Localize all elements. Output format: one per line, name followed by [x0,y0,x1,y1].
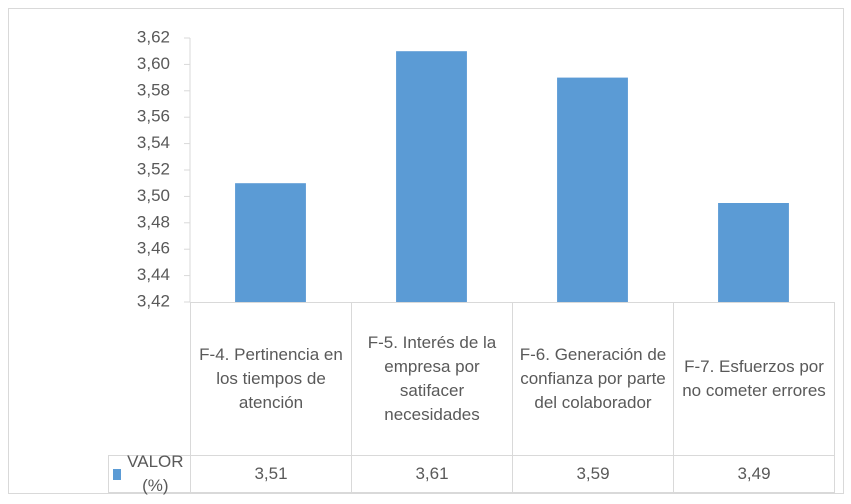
category-cell-text: F-4. Pertinencia en los tiempos de atenc… [199,345,343,412]
y-tick-label: 3,58 [137,80,170,99]
value-cell: 3,51 [190,455,352,493]
legend-label: VALOR (%) [127,452,184,495]
y-tick-label: 3,60 [137,54,170,73]
y-tick-label: 3,62 [137,27,170,46]
category-cell-text: F-5. Interés de la empresa por satifacer… [367,333,497,424]
bar [557,77,628,302]
value-cell-text: 3,61 [415,464,449,483]
value-cell-text: 3,51 [254,464,288,483]
bar [235,183,306,302]
chart-border [8,8,844,494]
category-cell: F-4. Pertinencia en los tiempos de atenc… [190,302,352,456]
y-tick-label: 3,42 [137,291,170,310]
category-cell: F-5. Interés de la empresa por satifacer… [351,302,513,456]
y-tick-label: 3,44 [137,265,170,284]
value-cell: 3,61 [351,455,513,493]
category-cell-text: F-6. Generación de confianza por parte d… [519,345,667,412]
value-cell: 3,49 [673,455,835,493]
y-tick-label: 3,48 [137,212,170,231]
y-tick-label: 3,50 [137,186,170,205]
value-cell-text: 3,59 [576,464,610,483]
category-cell: F-6. Generación de confianza por parte d… [512,302,674,456]
value-cell: 3,59 [512,455,674,493]
y-tick-label: 3,56 [137,107,170,126]
legend-cell: VALOR (%) [108,452,191,495]
legend-swatch [113,468,121,480]
category-cell-text: F-7. Esfuerzos por no cometer errores [682,357,826,400]
value-cell-text: 3,49 [737,464,771,483]
y-tick-label: 3,46 [137,239,170,258]
category-cell: F-7. Esfuerzos por no cometer errores [673,302,835,456]
bar [718,203,789,302]
y-tick-label: 3,52 [137,159,170,178]
bar [396,51,467,303]
y-tick-label: 3,54 [137,133,170,152]
